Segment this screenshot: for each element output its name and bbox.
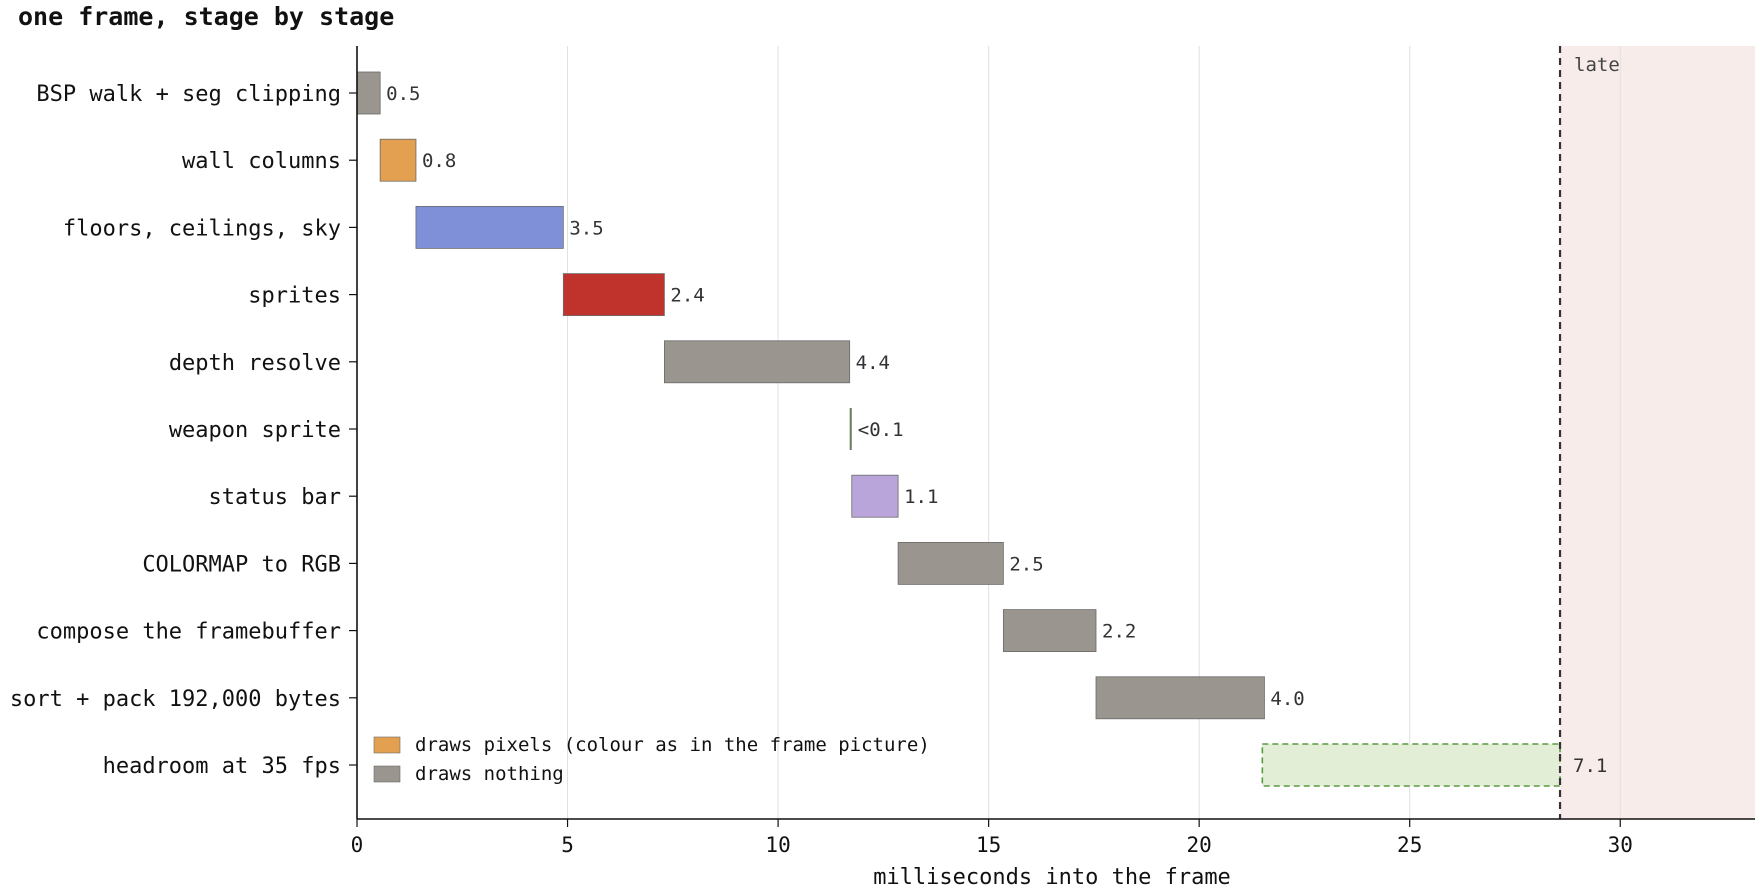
- y-tick-label: weapon sprite: [169, 418, 341, 443]
- legend-label: draws pixels (colour as in the frame pic…: [415, 734, 930, 756]
- y-tick-label: wall columns: [182, 149, 341, 174]
- late-label: late: [1574, 54, 1620, 76]
- stage-bar: [849, 408, 852, 450]
- stage-bar: [1095, 676, 1265, 720]
- legend-label: draws nothing: [415, 763, 564, 785]
- x-tick-label: 20: [1187, 833, 1212, 857]
- bar-value-label: 4.0: [1270, 688, 1304, 710]
- x-tick-label: 25: [1397, 833, 1422, 857]
- y-tick-label: status bar: [209, 485, 341, 510]
- stage-bar: [897, 542, 1004, 585]
- bar-value-label: 2.2: [1102, 621, 1136, 643]
- bar-value-label: 0.5: [386, 83, 420, 105]
- x-tick-label: 0: [351, 833, 364, 857]
- bar-value-label: 7.1: [1573, 755, 1607, 777]
- bar-value-label: 0.8: [422, 150, 456, 172]
- late-zone: [1560, 46, 1755, 819]
- y-tick-label: COLORMAP to RGB: [142, 552, 341, 577]
- legend-swatch: [373, 736, 401, 754]
- x-tick-label: 10: [765, 833, 790, 857]
- stage-bar: [562, 273, 665, 317]
- x-tick-label: 30: [1608, 833, 1633, 857]
- stage-bar: [1002, 609, 1097, 652]
- y-tick-label: sprites: [248, 284, 341, 309]
- y-tick-label: sort + pack 192,000 bytes: [10, 687, 341, 712]
- y-tick-label: depth resolve: [169, 351, 341, 376]
- y-tick-label: floors, ceilings, sky: [63, 216, 341, 241]
- bar-value-label: 4.4: [856, 352, 890, 374]
- x-tick-label: 15: [976, 833, 1001, 857]
- stage-bar: [1261, 743, 1561, 787]
- y-tick-label: headroom at 35 fps: [103, 754, 341, 779]
- legend-swatch: [373, 765, 401, 783]
- stage-bar: [415, 205, 564, 249]
- y-tick-label: BSP walk + seg clipping: [36, 82, 341, 107]
- bar-value-label: 3.5: [569, 217, 603, 239]
- stage-bar: [663, 340, 851, 384]
- stage-bar: [356, 71, 381, 115]
- bar-value-label: 2.5: [1009, 553, 1043, 575]
- x-axis-label: milliseconds into the frame: [873, 865, 1231, 890]
- bar-value-label: 2.4: [670, 285, 704, 307]
- y-tick-label: compose the framebuffer: [36, 620, 341, 645]
- chart-title: one frame, stage by stage: [18, 2, 395, 31]
- x-tick-label: 5: [561, 833, 574, 857]
- bar-value-label: 1.1: [904, 486, 938, 508]
- stage-bar: [379, 138, 417, 182]
- stage-bar: [851, 474, 899, 518]
- bar-value-label: <0.1: [858, 419, 904, 441]
